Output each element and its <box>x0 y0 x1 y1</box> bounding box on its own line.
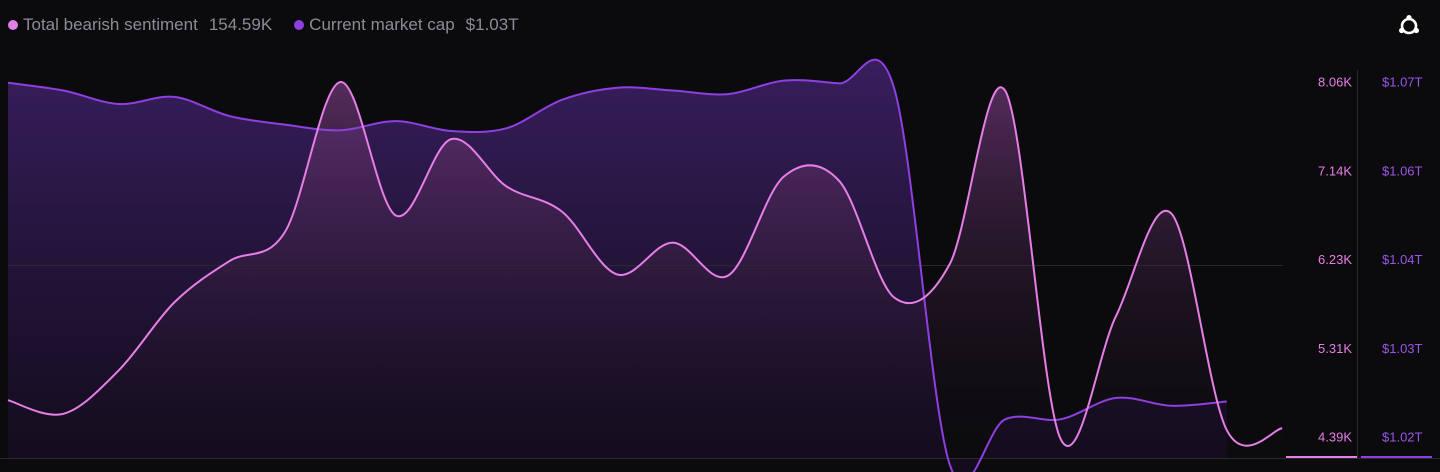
y-left-tick-label: 7.14K <box>1318 163 1352 178</box>
bearish-sentiment-line[interactable] <box>7 81 1283 447</box>
y-left-tick-label: 6.23K <box>1318 252 1352 267</box>
y-left-tick-label: 4.39K <box>1318 430 1352 445</box>
y-left-tick-label: 5.31K <box>1318 341 1352 356</box>
chart-legend: Total bearish sentiment 154.59K Current … <box>8 15 519 35</box>
market-cap-line[interactable] <box>7 58 1227 472</box>
y-right-tick-label: $1.04T <box>1382 252 1423 267</box>
brand-logo-icon[interactable] <box>1397 14 1421 38</box>
y-right-tick-label: $1.02T <box>1382 430 1423 445</box>
legend-item-market-cap[interactable]: Current market cap $1.03T <box>294 15 519 35</box>
legend-value-market-cap: $1.03T <box>465 15 519 34</box>
legend-value-bearish: 154.59K <box>208 15 273 34</box>
y-left-tick-label: 8.06K <box>1318 75 1352 90</box>
y-right-tick-label: $1.03T <box>1382 341 1423 356</box>
bearish-sentiment-area <box>8 81 1283 459</box>
legend-label-bearish: Total bearish sentiment <box>23 15 198 34</box>
y-right-tick-label: $1.07T <box>1382 75 1423 90</box>
legend-dot-market-cap <box>294 20 305 30</box>
legend-label-market-cap: Current market cap <box>309 15 455 34</box>
legend-item-bearish-sentiment[interactable]: Total bearish sentiment 154.59K <box>8 15 272 35</box>
legend-dot-bearish <box>8 20 18 30</box>
y-right-tick-label: $1.06T <box>1382 163 1423 178</box>
